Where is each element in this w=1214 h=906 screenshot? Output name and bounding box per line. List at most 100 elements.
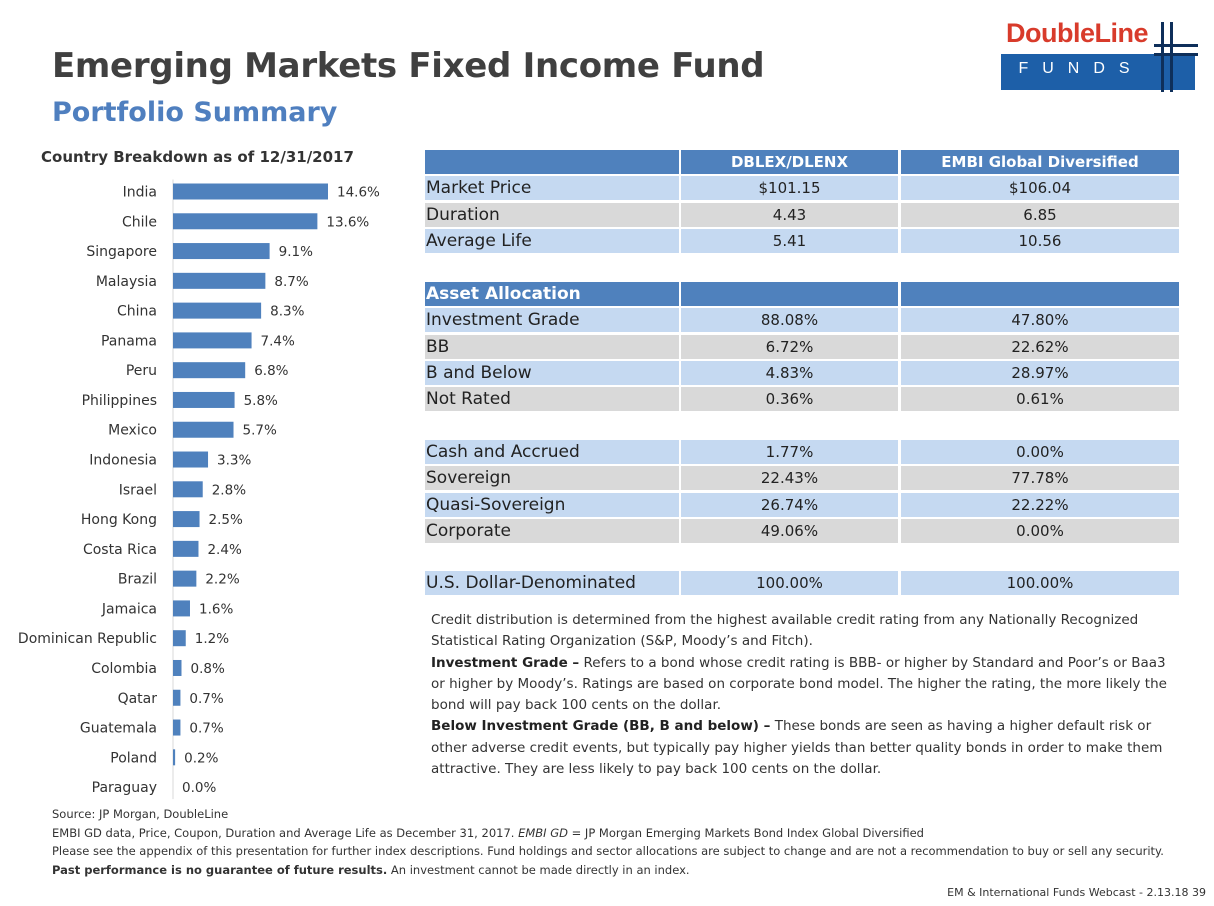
bar-dominican-republic [173,630,186,647]
data-label: 0.7% [189,691,223,707]
bar-chile [173,213,318,230]
table-row-market-price: Market Price $101.15 $106.04 [425,176,1179,200]
data-label: 5.7% [243,423,277,439]
category-label: Costa Rica [83,542,157,558]
notes-below-investment-grade: Below Investment Grade (BB, B and below)… [431,716,1179,780]
fund-value: 88.08% [681,308,898,332]
fund-value: 49.06% [681,519,898,543]
category-label: Indonesia [89,453,157,469]
bar-panama [173,332,252,349]
data-label: 0.7% [189,721,223,737]
category-label: Singapore [86,244,157,260]
big-term: Below Investment Grade (BB, B and below)… [431,718,771,735]
country-breakdown-chart: India 14.6% Chile 13.6% Singapore 9.1% Malaysi… [18,179,380,800]
footer-source: Source: JP Morgan, DoubleLine [52,807,229,821]
category-label: Chile [122,214,157,230]
bar-poland [173,749,176,766]
data-label: 2.5% [209,512,243,528]
row-label: B and Below [425,361,679,385]
credit-notes: Credit distribution is determined from t… [431,610,1179,780]
notes-investment-grade: Investment Grade – Refers to a bond whos… [431,653,1179,717]
index-value: 77.78% [901,466,1179,490]
notes-intro: Credit distribution is determined from t… [431,612,1139,650]
category-label: Jamaica [101,601,157,617]
category-label: Paraguay [92,780,157,796]
table-row-average-life: Average Life 5.41 10.56 [425,229,1179,253]
category-label: Peru [126,363,157,379]
table-row-bb: BB 6.72% 22.62% [425,335,1179,359]
page-title: Emerging Markets Fixed Income Fund [52,46,765,86]
data-label: 7.4% [261,333,295,349]
logo-tagline: FUNDS [1018,60,1144,77]
category-label: Brazil [118,572,157,588]
category-label: Philippines [82,393,157,409]
footer-embi: EMBI GD data, Price, Coupon, Duration an… [52,824,1182,843]
bar-china [173,302,262,319]
data-label: 2.4% [207,542,241,558]
row-label: Not Rated [425,387,679,411]
index-value: 22.22% [901,493,1179,517]
footer-past-performance: Past performance is no guarantee of futu… [52,861,1182,880]
fund-value: 1.77% [681,440,898,464]
logo-line-h2 [1154,53,1198,56]
bar-india [173,183,328,200]
table-row-cash-and-accrued: Cash and Accrued 1.77% 0.00% [425,440,1179,464]
category-label: Hong Kong [81,512,157,528]
category-label: Malaysia [96,274,157,290]
chart-title: Country Breakdown as of 12/31/2017 [41,148,354,166]
index-value: 47.80% [901,308,1179,332]
table-header-row: DBLEX/DLENX EMBI Global Diversified [425,150,1179,174]
fund-value: 0.36% [681,387,898,411]
bar-costa-rica [173,540,199,557]
category-label: China [117,304,157,320]
category-label: Qatar [118,691,158,707]
bar-israel [173,481,203,498]
header-blank [681,282,898,306]
data-label: 2.8% [212,482,246,498]
index-value: 0.00% [901,440,1179,464]
page-subtitle: Portfolio Summary [52,97,338,128]
big-text: These bonds are seen as having a higher … [431,718,1163,778]
row-label: BB [425,335,679,359]
ig-term: Investment Grade – [431,654,580,671]
footer-appendix: Please see the appendix of this presenta… [52,844,1164,858]
fund-value: 4.83% [681,361,898,385]
bar-malaysia [173,272,266,289]
row-label: Sovereign [425,466,679,490]
logo-line-h1 [1154,44,1198,47]
table-row-not-rated: Not Rated 0.36% 0.61% [425,387,1179,411]
table-header-index: EMBI Global Diversified [901,150,1179,174]
data-label: 3.3% [217,453,251,469]
index-value: 6.85 [901,203,1179,227]
category-label: India [123,185,157,201]
row-label: Average Life [425,229,679,253]
table-row-duration: Duration 4.43 6.85 [425,203,1179,227]
row-label: Quasi-Sovereign [425,493,679,517]
category-label: Guatemala [80,721,157,737]
bar-mexico [173,421,234,438]
logo-line-v1 [1161,22,1164,92]
data-label: 0.0% [182,780,216,796]
table-row-investment-grade: Investment Grade 88.08% 47.80% [425,308,1179,332]
bar-brazil [173,570,197,587]
data-label: 8.7% [274,274,308,290]
table-row-corporate: Corporate 49.06% 0.00% [425,519,1179,543]
fund-value: 26.74% [681,493,898,517]
bar-guatemala [173,719,181,736]
category-label: Poland [110,750,157,766]
asset-allocation-label: Asset Allocation [425,282,679,306]
data-label: 0.2% [184,750,218,766]
index-value: $106.04 [901,176,1179,200]
header-blank [901,282,1179,306]
index-value: 0.00% [901,519,1179,543]
category-label: Panama [101,333,157,349]
row-label: Corporate [425,519,679,543]
fund-value: 4.43 [681,203,898,227]
data-label: 13.6% [326,214,369,230]
data-label: 0.8% [190,661,224,677]
fund-value: 6.72% [681,335,898,359]
embi-suffix: = JP Morgan Emerging Markets Bond Index … [567,825,924,840]
table-row-quasi-sovereign: Quasi-Sovereign 26.74% 22.22% [425,493,1179,517]
category-label: Mexico [108,423,157,439]
doubleline-logo: DoubleLine FUNDS [998,16,1198,92]
